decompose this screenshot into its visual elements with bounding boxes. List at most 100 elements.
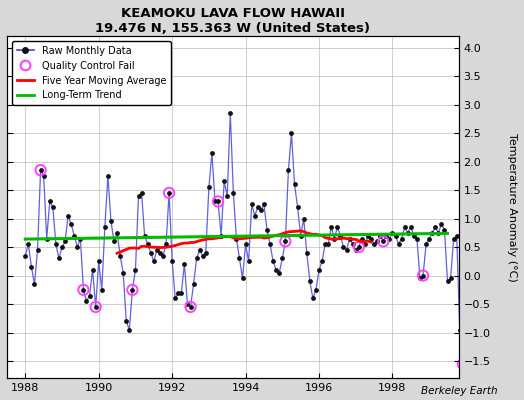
Point [281, 238, 290, 244]
Point [208, 150, 216, 156]
Point [122, 318, 130, 324]
Point [370, 241, 378, 248]
Point [397, 235, 406, 242]
Point [199, 252, 207, 259]
Point [150, 258, 158, 264]
Point [419, 272, 427, 279]
Point [302, 250, 311, 256]
Point [168, 258, 177, 264]
Point [174, 290, 182, 296]
Point [180, 261, 189, 267]
Point [391, 232, 400, 239]
Point [162, 241, 170, 248]
Point [321, 241, 329, 248]
Point [403, 230, 412, 236]
Point [355, 244, 363, 250]
Y-axis label: Temperature Anomaly (°C): Temperature Anomaly (°C) [507, 133, 517, 282]
Point [330, 235, 339, 242]
Point [440, 227, 449, 233]
Legend: Raw Monthly Data, Quality Control Fail, Five Year Moving Average, Long-Term Tren: Raw Monthly Data, Quality Control Fail, … [12, 41, 171, 105]
Point [119, 270, 127, 276]
Point [437, 221, 445, 228]
Point [297, 232, 305, 239]
Point [300, 215, 308, 222]
Point [187, 304, 195, 310]
Point [455, 326, 464, 333]
Point [336, 232, 345, 239]
Point [202, 250, 210, 256]
Point [156, 250, 164, 256]
Point [287, 130, 296, 136]
Point [367, 235, 375, 242]
Point [318, 258, 326, 264]
Point [144, 241, 152, 248]
Point [177, 290, 185, 296]
Point [431, 224, 440, 230]
Point [61, 238, 69, 244]
Point [67, 221, 75, 228]
Point [352, 247, 360, 253]
Point [49, 204, 57, 210]
Point [434, 230, 443, 236]
Point [242, 241, 250, 248]
Point [192, 255, 201, 262]
Point [46, 198, 54, 205]
Point [183, 301, 192, 307]
Point [30, 281, 39, 287]
Point [128, 287, 137, 293]
Text: Berkeley Earth: Berkeley Earth [421, 386, 498, 396]
Point [260, 201, 268, 208]
Point [113, 230, 121, 236]
Point [428, 230, 436, 236]
Point [281, 238, 290, 244]
Point [309, 295, 317, 302]
Point [125, 326, 134, 333]
Point [195, 247, 204, 253]
Point [379, 238, 387, 244]
Point [257, 207, 265, 213]
Point [327, 224, 335, 230]
Point [443, 278, 452, 284]
Point [400, 224, 409, 230]
Point [355, 244, 363, 250]
Point [348, 241, 357, 248]
Point [373, 238, 381, 244]
Point [458, 361, 467, 367]
Point [97, 287, 106, 293]
Point [187, 304, 195, 310]
Point [131, 267, 139, 273]
Point [89, 267, 97, 273]
Point [217, 232, 225, 239]
Point [284, 167, 292, 173]
Point [34, 247, 42, 253]
Point [21, 252, 29, 259]
Point [36, 167, 45, 173]
Point [305, 278, 314, 284]
Point [171, 295, 179, 302]
Point [205, 184, 213, 190]
Point [324, 241, 332, 248]
Point [312, 287, 320, 293]
Point [134, 192, 143, 199]
Point [211, 198, 219, 205]
Point [55, 255, 63, 262]
Point [385, 235, 394, 242]
Point [110, 238, 118, 244]
Point [64, 212, 72, 219]
Point [128, 287, 137, 293]
Point [165, 190, 173, 196]
Point [214, 198, 222, 205]
Point [137, 190, 146, 196]
Point [232, 235, 241, 242]
Point [36, 167, 45, 173]
Point [92, 304, 100, 310]
Point [85, 292, 94, 299]
Point [79, 287, 88, 293]
Point [361, 241, 369, 248]
Point [425, 235, 433, 242]
Point [382, 232, 390, 239]
Point [376, 232, 385, 239]
Point [24, 241, 32, 248]
Point [58, 244, 66, 250]
Point [342, 247, 351, 253]
